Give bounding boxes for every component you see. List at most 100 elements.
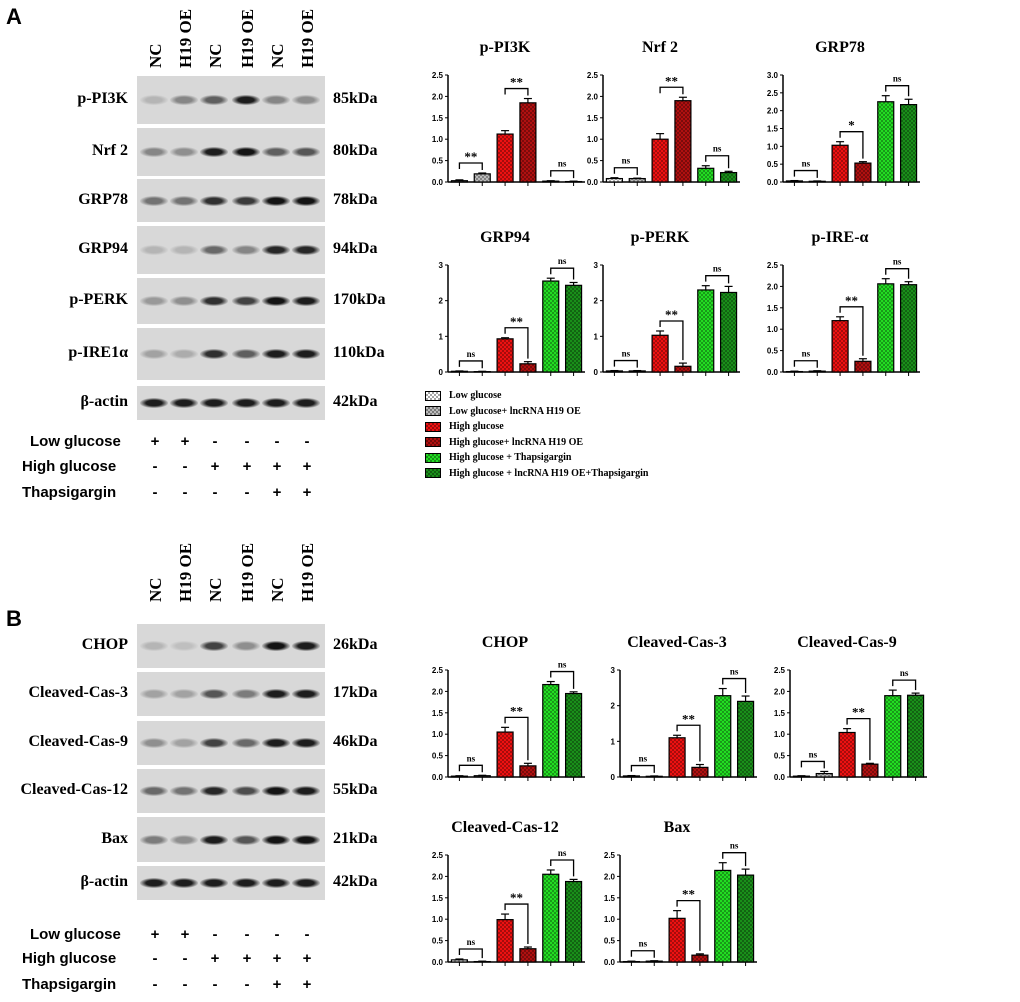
bar-chart-cleaved-cas-9: Cleaved-Cas-9 0.0 0.5 1.0 1.5 2.0 2.5 ns ** ns <box>762 625 932 795</box>
bar <box>542 280 560 373</box>
legend-swatch <box>425 437 441 448</box>
significance-label: ** <box>510 75 523 90</box>
treatment-label: Low glucose <box>30 433 121 450</box>
blot-protein-label: Cleaved-Cas-9 <box>28 733 128 750</box>
bar <box>628 177 646 183</box>
legend-label: High glucose <box>449 421 504 433</box>
significance-label: ** <box>845 293 858 308</box>
significance-bracket <box>676 724 701 762</box>
blot-band <box>170 738 198 748</box>
treatment-sign: - <box>152 484 158 501</box>
blot-band <box>140 95 168 105</box>
treatment-sign: - <box>182 976 188 993</box>
treatment-sign: - <box>212 484 218 501</box>
significance-bracket <box>630 950 655 958</box>
significance-label: ** <box>510 703 523 718</box>
significance-label: ns <box>802 349 811 359</box>
blot-band <box>292 834 320 845</box>
treatment-sign: + <box>272 976 282 993</box>
bar-chart-nrf-2: Nrf 2 0.0 0.5 1.0 1.5 2.0 2.5 ns ** ns <box>575 30 745 200</box>
blot-band <box>200 878 228 888</box>
y-tick-label: 0.0 <box>432 958 444 967</box>
blot-band <box>292 398 320 408</box>
treatment-sign: - <box>182 484 188 501</box>
lane-header: H19 OE <box>238 8 257 68</box>
blot-protein-label: p-IRE1α <box>68 344 128 361</box>
significance-bracket <box>458 948 483 959</box>
significance-label: ns <box>893 74 902 84</box>
significance-label: ns <box>467 753 476 763</box>
blot-protein-label: GRP94 <box>78 240 128 257</box>
treatment-sign: - <box>152 458 158 475</box>
significance-bracket <box>839 131 864 159</box>
blot-band <box>262 398 290 408</box>
legend-item: High glucose + lncRNA H19 OE+Thapsigargi… <box>425 466 648 482</box>
blot-molecular-weight: 80kDa <box>333 142 378 159</box>
blot-band <box>200 398 228 408</box>
chart-svg: Cleaved-Cas-12 0.0 0.5 1.0 1.5 2.0 2.5 ns ** ns <box>432 819 585 967</box>
y-tick-label: 0.0 <box>432 178 444 187</box>
bar <box>519 765 537 778</box>
bar <box>605 177 624 183</box>
treatment-sign: - <box>274 926 280 943</box>
y-tick-label: 3 <box>611 666 616 675</box>
significance-bracket <box>676 899 701 951</box>
blot-band <box>200 349 228 359</box>
significance-label: ns <box>730 667 739 677</box>
significance-bracket <box>613 359 638 368</box>
y-tick-label: 0.0 <box>432 773 444 782</box>
y-tick-label: 0.5 <box>587 157 599 166</box>
blot-protein-label: Cleaved-Cas-12 <box>20 781 128 798</box>
western-blot-strip <box>137 817 325 862</box>
bar <box>519 948 537 963</box>
significance-label: ** <box>665 73 678 88</box>
y-tick-label: 1.5 <box>767 125 779 134</box>
chart-title: GRP78 <box>815 39 865 56</box>
bar <box>674 365 692 373</box>
y-tick-label: 0.0 <box>767 178 779 187</box>
bar <box>815 772 833 778</box>
western-blot-strip <box>137 386 325 420</box>
bar <box>719 291 738 373</box>
blot-band <box>292 147 320 157</box>
chart-title: Nrf 2 <box>642 39 678 56</box>
y-tick-label: 0 <box>439 368 444 377</box>
blot-molecular-weight: 21kDa <box>333 829 378 847</box>
chart-title: p-IRE-α <box>812 229 869 246</box>
chart-title: GRP94 <box>480 229 530 246</box>
treatment-sign: + <box>302 976 312 993</box>
significance-label: ns <box>622 349 631 359</box>
legend-label: High glucose + lncRNA H19 OE+Thapsigargi… <box>449 467 649 479</box>
chart-title: Bax <box>664 819 691 836</box>
blot-molecular-weight: 42kDa <box>333 873 378 890</box>
legend-item: Low glucose <box>425 388 648 404</box>
lane-header: H19 OE <box>176 8 195 68</box>
blot-band <box>170 245 198 255</box>
y-tick-label: 1.5 <box>767 304 779 313</box>
legend-item: High glucose + Thapsigargin <box>425 450 648 466</box>
y-tick-label: 0.5 <box>767 160 779 169</box>
bar <box>496 919 514 963</box>
treatment-sign: - <box>152 950 158 967</box>
treatment-sign: + <box>210 458 220 475</box>
blot-band <box>140 689 168 699</box>
significance-label: ** <box>682 711 695 726</box>
significance-label: ns <box>802 159 811 169</box>
chart-svg: GRP94 0 1 2 3 ns ** ns <box>439 229 585 377</box>
y-tick-label: 2.0 <box>774 687 786 696</box>
panel-label-a: A <box>6 4 22 29</box>
bar-chart-bax: Bax 0.0 0.5 1.0 1.5 2.0 2.5 ns ** ns <box>592 810 762 980</box>
y-tick-label: 2.5 <box>432 71 444 80</box>
significance-bracket <box>550 267 575 280</box>
treatment-sign: + <box>210 950 220 967</box>
western-blot-strip <box>137 769 325 813</box>
significance-label: ns <box>622 156 631 166</box>
treatment-sign: - <box>152 976 158 993</box>
blot-band <box>140 195 168 206</box>
significance-label: ns <box>900 668 909 678</box>
bar-chart-cleaved-cas-12: Cleaved-Cas-12 0.0 0.5 1.0 1.5 2.0 2.5 ns ** ns <box>420 810 590 980</box>
blot-band <box>232 738 260 748</box>
significance-bracket <box>458 360 483 369</box>
blot-band <box>232 195 260 206</box>
y-tick-label: 2.5 <box>432 666 444 675</box>
